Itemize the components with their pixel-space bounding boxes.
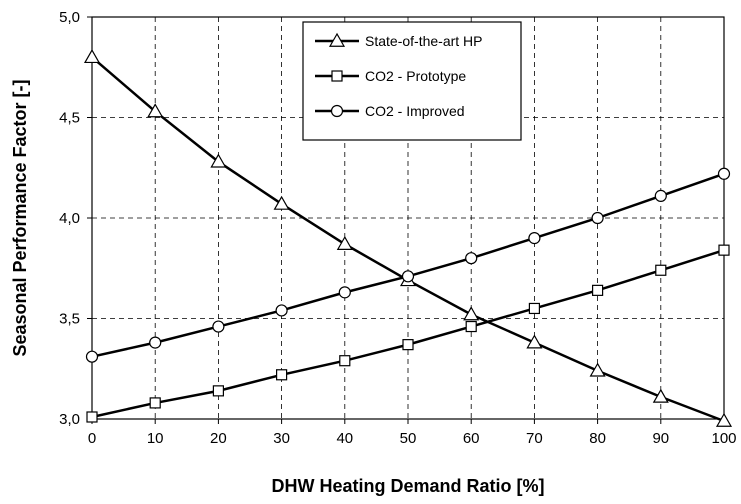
data-point-square [465,320,477,333]
x-tick-label: 70 [526,430,543,447]
x-tick-label: 40 [336,430,353,447]
data-point-square [276,369,288,381]
legend-marker-square [331,70,343,82]
data-point-circle [275,304,288,317]
data-point-circle [717,167,731,180]
y-tick-label: 3,5 [59,311,80,328]
series-circle [85,167,731,363]
data-point-circle [528,232,541,245]
data-point-square [591,284,604,296]
data-point-triangle [463,306,480,321]
y-tick-label: 5,0 [59,9,80,26]
x-tick-label: 0 [88,430,96,447]
x-tick-label: 60 [463,430,480,447]
data-point-triangle [83,48,101,64]
x-tick-label: 80 [589,430,606,447]
data-point-square [149,397,161,409]
data-point-square [402,339,414,351]
legend-label: CO2 - Prototype [365,68,466,84]
y-tick-label: 3,0 [59,411,80,428]
legend-label: State-of-the-art HP [365,33,483,49]
data-point-circle [338,286,351,299]
x-tick-label: 50 [400,430,417,447]
data-point-triangle [336,235,353,250]
data-point-triangle [147,103,164,118]
data-point-square [655,264,667,276]
data-point-square [718,244,730,256]
data-point-circle [654,189,667,202]
series-group [83,48,733,427]
data-point-triangle [526,334,543,349]
x-tick-label: 30 [273,430,290,447]
data-point-circle [149,336,162,349]
data-point-circle [401,270,415,283]
data-point-square [212,385,224,397]
data-point-circle [85,350,99,363]
x-tick-label: 90 [652,430,669,447]
y-tick-label: 4,0 [59,210,80,227]
x-tick-label: 20 [210,430,227,447]
data-point-triangle [652,388,669,403]
data-point-triangle [715,412,733,427]
x-tick-label: 10 [147,430,164,447]
x-axis-title: DHW Heating Demand Ratio [%] [271,476,544,496]
data-point-circle [591,211,604,225]
data-point-square [339,355,351,367]
data-point-square [528,302,541,315]
y-tick-label: 4,5 [59,110,80,127]
series-square [86,244,730,423]
x-tick-label: 100 [711,430,736,447]
legend: State-of-the-art HP CO2 - Prototype CO2 - … [302,21,522,141]
axis-ticks: 0 10 20 30 40 50 60 70 80 90 100 3,0 3,5 4,0 4,5 5,0 [59,9,736,447]
legend-marker-triangle [328,32,346,47]
legend-marker-circle [330,104,344,118]
data-point-triangle [273,195,290,210]
data-point-square [86,411,98,423]
data-point-triangle [589,362,606,377]
data-point-circle [212,320,225,333]
legend-label: CO2 - Improved [365,103,465,119]
data-point-triangle [210,153,227,168]
data-point-circle [465,252,478,265]
y-axis-title: Seasonal Performance Factor [-] [10,79,30,356]
